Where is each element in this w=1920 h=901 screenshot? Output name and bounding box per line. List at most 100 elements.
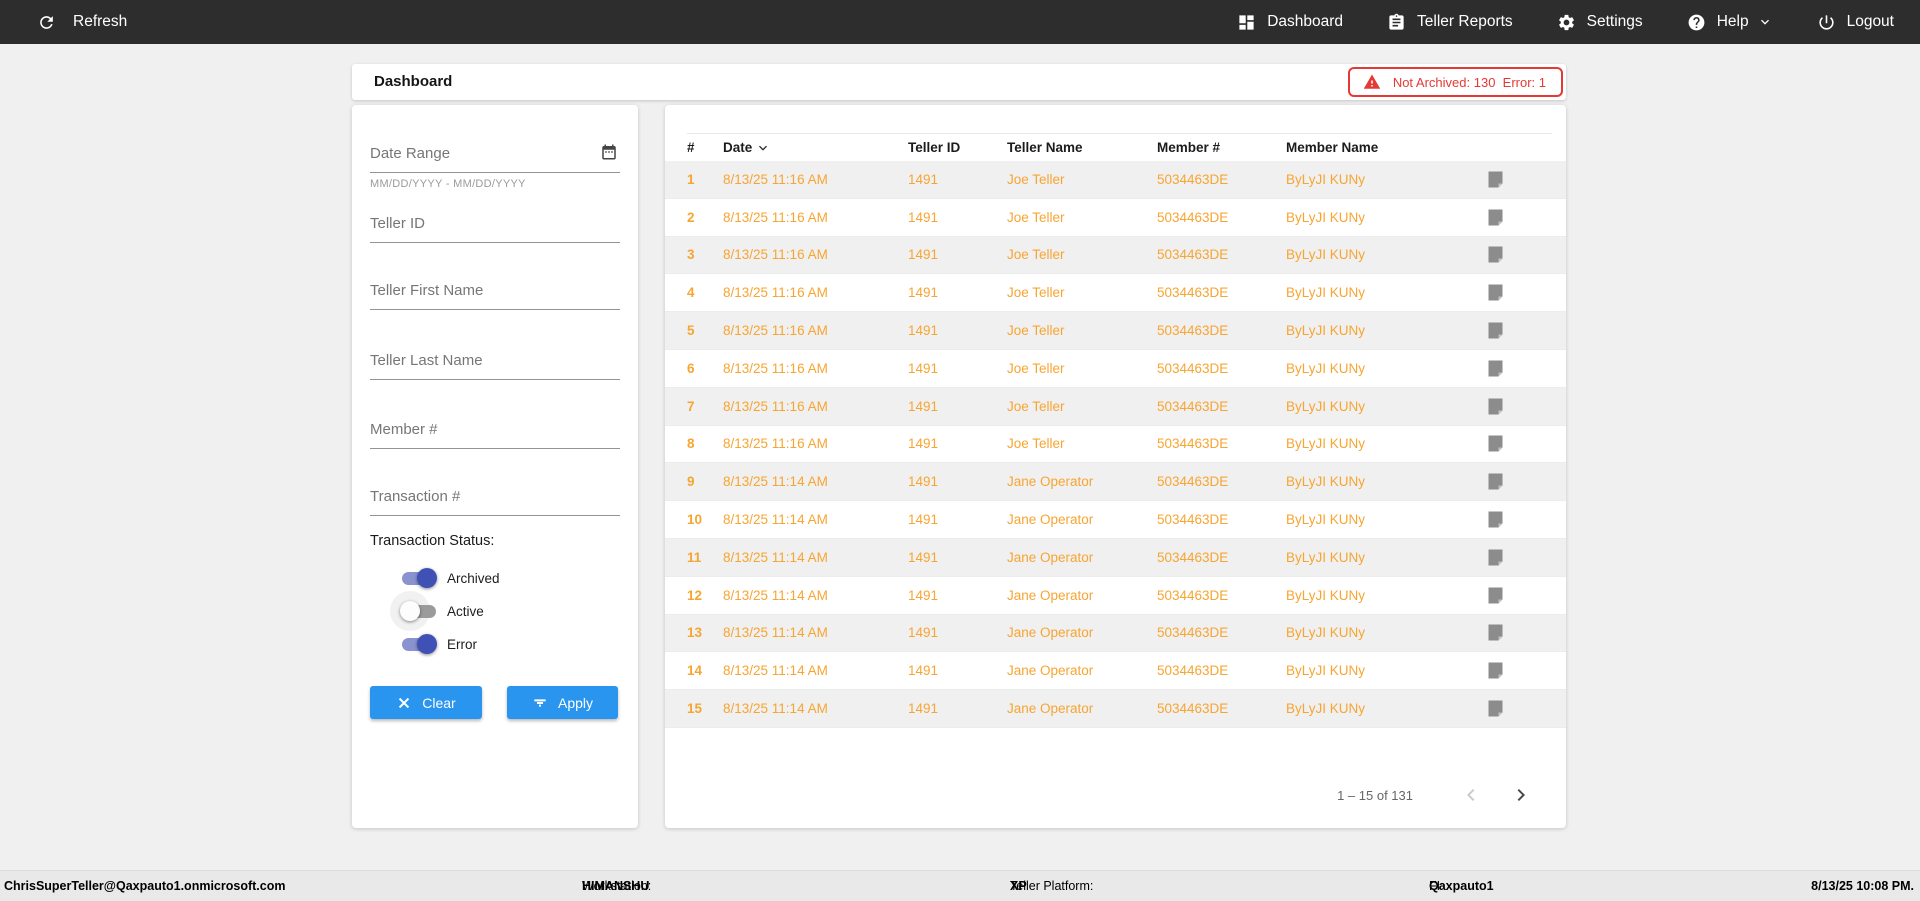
note-icon[interactable] bbox=[1488, 246, 1503, 263]
member-number-field[interactable]: Member # bbox=[370, 421, 620, 438]
cell-note bbox=[1488, 435, 1552, 452]
cell-teller-name: Joe Teller bbox=[1007, 209, 1065, 225]
nav-item-help[interactable]: Help bbox=[1687, 13, 1773, 32]
cell-num: 4 bbox=[687, 285, 695, 301]
table-row[interactable]: 9 8/13/25 11:14 AM 1491 Jane Operator 50… bbox=[665, 463, 1566, 502]
nav-item-settings[interactable]: Settings bbox=[1557, 13, 1643, 32]
note-icon[interactable] bbox=[1488, 587, 1503, 604]
date-range-field[interactable]: Date Range bbox=[370, 145, 620, 162]
next-page-icon[interactable] bbox=[1509, 783, 1533, 807]
cell-num: 12 bbox=[687, 587, 703, 603]
note-icon[interactable] bbox=[1488, 435, 1503, 452]
cell-teller-id: 1491 bbox=[908, 587, 939, 603]
note-icon[interactable] bbox=[1488, 171, 1503, 188]
note-icon[interactable] bbox=[1488, 624, 1503, 641]
note-icon[interactable] bbox=[1488, 473, 1503, 490]
table-row[interactable]: 13 8/13/25 11:14 AM 1491 Jane Operator 5… bbox=[665, 614, 1566, 653]
nav-menu: Dashboard Teller Reports Settings Help L… bbox=[1237, 13, 1894, 32]
table-row[interactable]: 15 8/13/25 11:14 AM 1491 Jane Operator 5… bbox=[665, 690, 1566, 728]
cell-date: 8/13/25 11:16 AM bbox=[723, 285, 828, 301]
table-row[interactable]: 4 8/13/25 11:16 AM 1491 Joe Teller 50344… bbox=[665, 274, 1566, 313]
note-icon[interactable] bbox=[1488, 284, 1503, 301]
cell-note bbox=[1488, 662, 1552, 679]
transaction-number-field[interactable]: Transaction # bbox=[370, 488, 620, 505]
cell-teller-id: 1491 bbox=[908, 512, 939, 528]
cell-note bbox=[1488, 398, 1552, 415]
toggle-active[interactable]: Active bbox=[390, 591, 484, 631]
note-icon[interactable] bbox=[1488, 360, 1503, 377]
cell-date: 8/13/25 11:14 AM bbox=[723, 512, 828, 528]
cell-member-name: ByLyJI KUNy bbox=[1286, 360, 1366, 376]
note-icon[interactable] bbox=[1488, 322, 1503, 339]
note-icon[interactable] bbox=[1488, 511, 1503, 528]
nav-item-teller-reports[interactable]: Teller Reports bbox=[1387, 13, 1513, 32]
table-row[interactable]: 14 8/13/25 11:14 AM 1491 Jane Operator 5… bbox=[665, 652, 1566, 691]
cell-note bbox=[1488, 473, 1552, 490]
prev-page-icon[interactable] bbox=[1459, 783, 1483, 807]
apply-button[interactable]: Apply bbox=[507, 686, 618, 719]
table-row[interactable]: 6 8/13/25 11:16 AM 1491 Joe Teller 50344… bbox=[665, 350, 1566, 388]
teller-last-name-underline bbox=[370, 379, 620, 380]
note-icon[interactable] bbox=[1488, 209, 1503, 226]
cell-teller-id: 1491 bbox=[908, 247, 939, 263]
cell-teller-name: Jane Operator bbox=[1007, 625, 1094, 641]
cell-member-num: 5034463DE bbox=[1157, 474, 1229, 490]
filter-panel: Date Range MM/DD/YYYY - MM/DD/YYYY Telle… bbox=[352, 105, 638, 828]
toggle-switch-error[interactable] bbox=[400, 633, 438, 655]
table-body: 1 8/13/25 11:16 AM 1491 Joe Teller 50344… bbox=[665, 161, 1566, 728]
cell-num: 5 bbox=[687, 323, 695, 339]
cell-member-name: ByLyJI KUNy bbox=[1286, 587, 1366, 603]
table-row[interactable]: 12 8/13/25 11:14 AM 1491 Jane Operator 5… bbox=[665, 577, 1566, 615]
cell-date: 8/13/25 11:16 AM bbox=[723, 398, 828, 414]
table-row[interactable]: 1 8/13/25 11:16 AM 1491 Joe Teller 50344… bbox=[665, 161, 1566, 199]
cell-note bbox=[1488, 549, 1552, 566]
table-row[interactable]: 7 8/13/25 11:16 AM 1491 Joe Teller 50344… bbox=[665, 387, 1566, 426]
toggle-archived[interactable]: Archived bbox=[400, 565, 500, 591]
nav-item-logout[interactable]: Logout bbox=[1817, 13, 1894, 32]
refresh-button[interactable]: Refresh bbox=[37, 13, 127, 32]
workstation-value: HIMANSHU bbox=[582, 879, 650, 893]
clear-button[interactable]: Clear bbox=[370, 686, 482, 719]
cell-member-name: ByLyJI KUNy bbox=[1286, 285, 1366, 301]
cell-member-num: 5034463DE bbox=[1157, 549, 1229, 565]
cell-num: 8 bbox=[687, 436, 695, 452]
note-icon[interactable] bbox=[1488, 662, 1503, 679]
note-icon[interactable] bbox=[1488, 398, 1503, 415]
not-archived-alert[interactable]: Not Archived: 130 Error: 1 bbox=[1347, 67, 1563, 97]
teller-id-underline bbox=[370, 242, 620, 243]
note-icon[interactable] bbox=[1488, 700, 1503, 717]
cell-date: 8/13/25 11:14 AM bbox=[723, 549, 828, 565]
cell-member-num: 5034463DE bbox=[1157, 171, 1229, 187]
teller-first-name-field[interactable]: Teller First Name bbox=[370, 282, 620, 299]
teller-first-name-underline bbox=[370, 309, 620, 310]
table-row[interactable]: 8 8/13/25 11:16 AM 1491 Joe Teller 50344… bbox=[665, 426, 1566, 464]
cell-teller-name: Jane Operator bbox=[1007, 549, 1094, 565]
table-row[interactable]: 3 8/13/25 11:16 AM 1491 Joe Teller 50344… bbox=[665, 236, 1566, 275]
note-icon[interactable] bbox=[1488, 549, 1503, 566]
cell-member-name: ByLyJI KUNy bbox=[1286, 247, 1366, 263]
refresh-label: Refresh bbox=[73, 13, 128, 30]
cell-member-num: 5034463DE bbox=[1157, 436, 1229, 452]
cell-teller-name: Joe Teller bbox=[1007, 398, 1065, 414]
cell-num: 2 bbox=[687, 209, 695, 225]
table-row[interactable]: 11 8/13/25 11:14 AM 1491 Jane Operator 5… bbox=[665, 538, 1566, 577]
toggle-error[interactable]: Error bbox=[400, 631, 477, 657]
teller-last-name-field[interactable]: Teller Last Name bbox=[370, 352, 620, 369]
cell-date: 8/13/25 11:16 AM bbox=[723, 209, 828, 225]
nav-item-label: Teller Reports bbox=[1417, 13, 1513, 30]
col-header-date[interactable]: Date bbox=[723, 140, 908, 156]
cell-teller-name: Jane Operator bbox=[1007, 587, 1094, 603]
toggle-switch-active[interactable] bbox=[390, 591, 438, 631]
cell-teller-id: 1491 bbox=[908, 549, 939, 565]
top-navbar: Refresh Dashboard Teller Reports Setting… bbox=[0, 0, 1920, 44]
toggle-switch-archived[interactable] bbox=[400, 567, 438, 589]
table-row[interactable]: 10 8/13/25 11:14 AM 1491 Jane Operator 5… bbox=[665, 501, 1566, 539]
calendar-icon[interactable] bbox=[600, 143, 618, 161]
transaction-number-label: Transaction # bbox=[370, 488, 461, 505]
table-row[interactable]: 5 8/13/25 11:16 AM 1491 Joe Teller 50344… bbox=[665, 312, 1566, 350]
cell-note bbox=[1488, 587, 1552, 604]
nav-item-dashboard[interactable]: Dashboard bbox=[1237, 13, 1343, 32]
cell-teller-name: Joe Teller bbox=[1007, 323, 1065, 339]
teller-id-field[interactable]: Teller ID bbox=[370, 215, 620, 232]
table-row[interactable]: 2 8/13/25 11:16 AM 1491 Joe Teller 50344… bbox=[665, 199, 1566, 237]
